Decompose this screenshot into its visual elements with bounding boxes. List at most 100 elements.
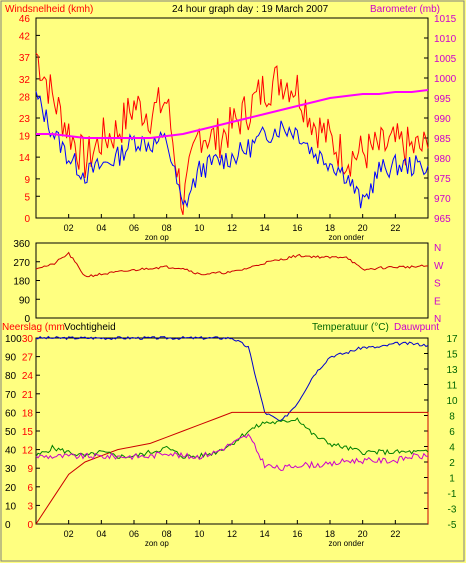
barometer-tick-label: 995 [434, 94, 451, 105]
x-tick-label: 08 [162, 223, 172, 233]
rain-tick-label: 9 [27, 464, 33, 475]
x-tick-label: 20 [358, 223, 368, 233]
panel-2-frame [35, 242, 429, 319]
x-tick-label: 04 [96, 529, 106, 539]
wind-tick-label: 46 [19, 14, 31, 25]
temperature-tick-label: 11 [447, 381, 458, 392]
humidity-tick-label: 0 [5, 520, 11, 531]
direction-compass-label: S [434, 279, 441, 290]
x-tick-label: 10 [194, 529, 204, 539]
barometer-tick-label: 1010 [434, 34, 457, 45]
x-tick-label: 22 [390, 529, 400, 539]
barometer-tick-label: 1005 [434, 54, 457, 65]
x-tick-label: 18 [325, 223, 335, 233]
humidity-tick-label: 80 [5, 371, 17, 382]
direction-compass-label: N [434, 314, 441, 325]
barometer-axis-title: Barometer (mb) [370, 4, 440, 15]
humidity-axis-title: Vochtigheid [64, 322, 116, 333]
wind-tick-label: 42 [19, 31, 31, 42]
wind-tick-label: 23 [19, 114, 31, 125]
temperature-axis-title: Temperatuur (°C) [312, 322, 389, 333]
barometer-tick-label: 975 [434, 174, 451, 185]
direction-tick-label: 360 [13, 239, 30, 250]
rain-tick-label: 18 [22, 408, 34, 419]
humidity-tick-label: 100 [5, 334, 22, 345]
wind-tick-label: 28 [19, 92, 31, 103]
wind-direction-line [35, 251, 429, 278]
dewpoint-axis-title: Dauwpunt [394, 322, 439, 333]
barometer-tick-label: 1015 [434, 14, 457, 25]
x-tick-label: 16 [292, 223, 302, 233]
x-tick-label: 08 [162, 529, 172, 539]
barometer-tick-label: 1000 [434, 74, 457, 85]
x-tick-label: 22 [390, 223, 400, 233]
wind-tick-label: 32 [19, 75, 31, 86]
x-tick-label: 18 [325, 529, 335, 539]
humidity-line [35, 335, 429, 422]
temperature-tick-label: -1 [448, 489, 457, 500]
wind-tick-label: 19 [19, 131, 31, 142]
x-tick-label: 12 [227, 529, 237, 539]
rain-tick-label: 12 [22, 446, 34, 457]
humidity-tick-label: 30 [5, 464, 17, 475]
temperature-tick-label: 1 [449, 474, 455, 485]
rain-tick-label: 27 [22, 353, 34, 364]
humidity-tick-label: 10 [5, 501, 17, 512]
rain-tick-label: 15 [22, 427, 34, 438]
graph-title: 24 hour graph day : 19 March 2007 [172, 4, 329, 15]
sunset-label: zon onder [329, 233, 365, 242]
rain-tick-label: 6 [27, 483, 33, 494]
x-tick-label: 20 [358, 529, 368, 539]
humidity-tick-label: 50 [5, 427, 17, 438]
x-tick-label: 14 [260, 529, 270, 539]
x-tick-label: 02 [64, 529, 74, 539]
temperature-tick-label: 4 [449, 443, 455, 454]
rain-tick-label: 21 [22, 390, 34, 401]
direction-compass-label: W [434, 261, 444, 272]
direction-tick-label: 90 [19, 295, 31, 306]
rain-tick-label: 3 [27, 501, 33, 512]
direction-tick-label: 270 [13, 258, 30, 269]
x-tick-label: 04 [96, 223, 106, 233]
temperature-tick-label: 2 [449, 458, 455, 469]
direction-tick-label: 0 [24, 314, 30, 325]
wind-tick-label: 5 [24, 192, 30, 203]
wind-average-line [35, 91, 429, 209]
temperature-tick-label: 15 [446, 350, 458, 361]
dewpoint-line [35, 433, 429, 472]
humidity-tick-label: 20 [5, 483, 17, 494]
wind-tick-label: 14 [19, 153, 31, 164]
wind-tick-label: 9 [24, 175, 30, 186]
sunset-label: zon onder [329, 539, 365, 548]
barometer-line [36, 89, 429, 139]
x-tick-label: 14 [260, 223, 270, 233]
rain-line [35, 411, 429, 525]
temperature-tick-label: 6 [449, 427, 455, 438]
x-tick-label: 10 [194, 223, 204, 233]
barometer-tick-label: 985 [434, 134, 451, 145]
direction-tick-label: 180 [13, 277, 30, 288]
sunrise-label: zon op [145, 539, 170, 548]
panel-3-frame [35, 337, 429, 525]
temperature-tick-label: -5 [448, 520, 457, 531]
rain-axis-title: Neerslag (mm [2, 322, 65, 333]
temperature-tick-label: 13 [446, 365, 458, 376]
barometer-tick-label: 965 [434, 214, 451, 225]
rain-tick-label: 0 [27, 520, 33, 531]
barometer-tick-label: 980 [434, 154, 451, 165]
x-tick-label: 02 [64, 223, 74, 233]
wind-tick-label: 0 [24, 214, 30, 225]
wind-tick-label: 37 [19, 53, 31, 64]
humidity-tick-label: 70 [5, 390, 17, 401]
x-tick-label: 06 [129, 223, 139, 233]
x-tick-label: 16 [292, 529, 302, 539]
barometer-tick-label: 990 [434, 114, 451, 125]
x-tick-label: 06 [129, 529, 139, 539]
direction-compass-label: E [434, 296, 441, 307]
rain-tick-label: 30 [22, 334, 34, 345]
temperature-tick-label: 8 [449, 412, 455, 423]
rain-tick-label: 24 [22, 371, 34, 382]
wind-gust-line [35, 52, 429, 216]
